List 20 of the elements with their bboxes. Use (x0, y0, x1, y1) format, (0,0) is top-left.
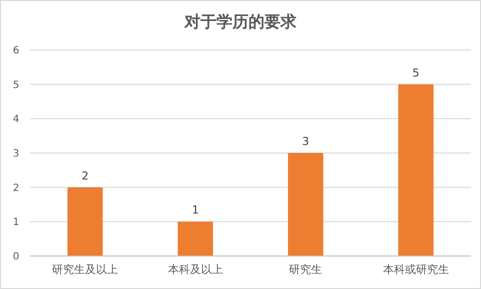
bar (178, 222, 214, 256)
y-tick-label: 4 (12, 114, 20, 126)
data-label: 3 (302, 135, 310, 148)
bar (288, 153, 324, 256)
data-label: 5 (412, 66, 420, 80)
y-tick-label: 3 (12, 148, 20, 160)
y-tick-label: 1 (12, 217, 20, 228)
x-tick-label: 研究生及以上 (52, 263, 118, 276)
data-label: 2 (82, 169, 89, 182)
y-tick-label: 6 (12, 46, 20, 56)
data-label: 1 (192, 204, 199, 217)
y-tick-label: 2 (12, 182, 20, 194)
bar (398, 84, 434, 256)
y-tick-label: 5 (12, 80, 20, 91)
x-tick-label: 本科及以上 (168, 263, 223, 276)
bar (67, 187, 103, 256)
y-tick-label: 0 (12, 252, 20, 262)
x-tick-label: 本科或研究生 (382, 263, 449, 276)
chart-title: 对于学历的要求 (184, 12, 298, 31)
x-tick-label: 研究生 (289, 263, 322, 276)
